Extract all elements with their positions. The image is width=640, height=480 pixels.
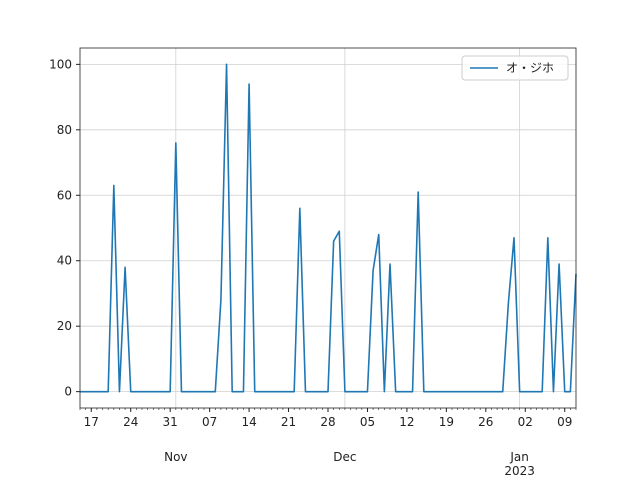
plot-frame — [79, 47, 577, 409]
x-tick-label: 21 — [281, 415, 296, 429]
y-tick-label: 100 — [49, 57, 72, 71]
x-tick-label: 12 — [399, 415, 414, 429]
x-tick-label: 17 — [84, 415, 99, 429]
x-tick-label: 26 — [478, 415, 493, 429]
month-label: Jan — [509, 450, 529, 464]
month-label: Dec — [333, 450, 356, 464]
x-tick-label: 24 — [123, 415, 138, 429]
y-tick-label: 60 — [57, 188, 72, 202]
legend-box — [461, 55, 569, 81]
x-tick-label: 14 — [241, 415, 256, 429]
line — [80, 63, 577, 393]
y-tick-label: 0 — [64, 385, 72, 399]
year-label: 2023 — [504, 464, 535, 478]
x-tick-label: 07 — [202, 415, 217, 429]
y-tick-label: 40 — [57, 254, 72, 268]
x-tick-label: 05 — [360, 415, 375, 429]
x-tick-label: 02 — [518, 415, 533, 429]
y-tick-label: 80 — [57, 123, 72, 137]
x-tick-label: 28 — [320, 415, 335, 429]
x-tick-label: 09 — [557, 415, 572, 429]
x-tick-label: 19 — [439, 415, 454, 429]
month-label: Nov — [164, 450, 187, 464]
legend-label: オ・ジホ — [506, 61, 554, 75]
x-tick-label: 31 — [163, 415, 178, 429]
y-tick-label: 20 — [57, 319, 72, 333]
